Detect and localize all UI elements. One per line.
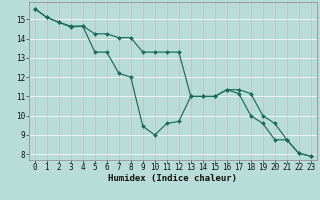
X-axis label: Humidex (Indice chaleur): Humidex (Indice chaleur) [108,174,237,183]
